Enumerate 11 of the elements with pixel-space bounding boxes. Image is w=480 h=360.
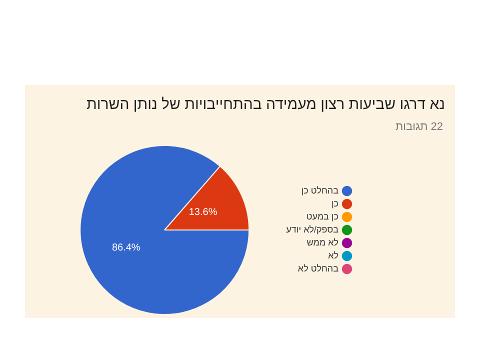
legend-label: בהחלט כן xyxy=(301,185,340,196)
legend-label: כן xyxy=(331,198,339,208)
legend-label: לא ממש xyxy=(306,237,339,248)
data-label: 86.4% xyxy=(112,242,140,254)
legend-label: לא xyxy=(328,250,339,260)
chart-title: נא דרגו שביעות רצון מעמידה בהתחייבויות של נותן השרות xyxy=(86,96,445,113)
legend-label: בספק/לא יודע xyxy=(286,224,340,234)
legend-label: כן במעט xyxy=(306,211,339,222)
legend-label: בהחלט לא xyxy=(298,263,340,274)
text: 22 תגובות xyxy=(396,121,443,133)
data-label: 13.6% xyxy=(188,207,218,218)
